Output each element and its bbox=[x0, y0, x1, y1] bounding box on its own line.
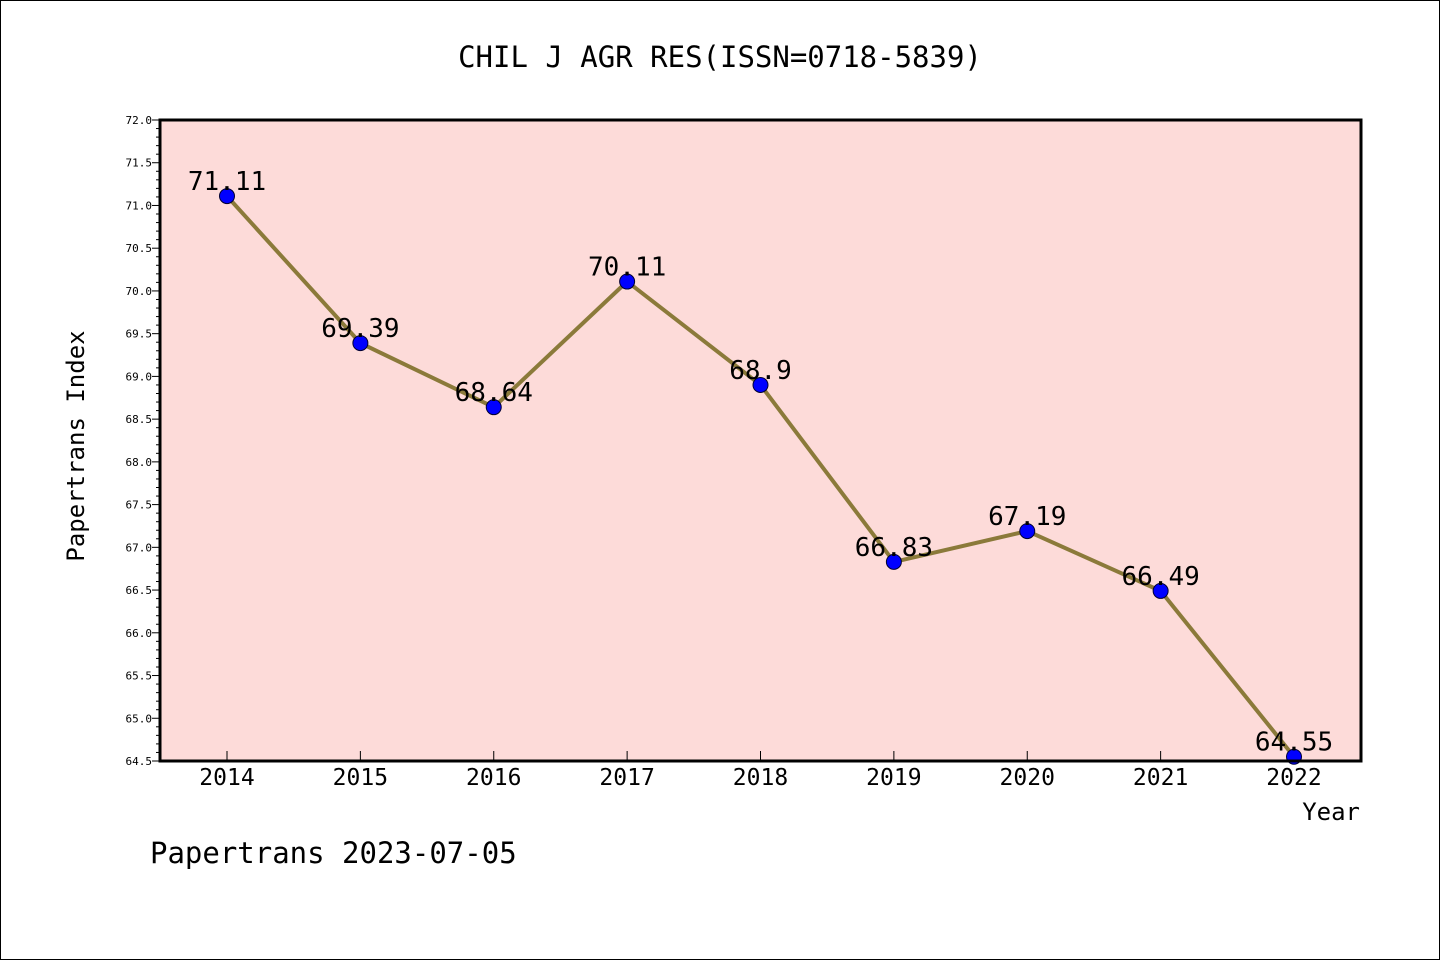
y-tick-label: 71.0 bbox=[126, 199, 153, 212]
x-tick-label: 2019 bbox=[866, 765, 921, 791]
footer-date-text: Papertrans 2023-07-05 bbox=[150, 836, 517, 870]
data-label: 66.83 bbox=[855, 533, 933, 563]
y-tick-label: 68.0 bbox=[126, 456, 153, 469]
y-axis-title: Papertrans Index bbox=[62, 330, 90, 561]
data-point-marker bbox=[1019, 523, 1036, 540]
data-label: 67.19 bbox=[988, 502, 1066, 532]
y-tick-label: 70.5 bbox=[126, 242, 153, 255]
y-tick-label: 66.5 bbox=[126, 584, 153, 597]
x-tick-label: 2015 bbox=[333, 765, 388, 791]
y-tick-label: 66.0 bbox=[126, 627, 153, 640]
data-label: 68.64 bbox=[455, 378, 533, 408]
data-point-marker bbox=[752, 376, 769, 393]
data-label: 64.55 bbox=[1255, 728, 1333, 758]
data-point-marker bbox=[619, 273, 636, 290]
x-tick-label: 2021 bbox=[1133, 765, 1188, 791]
data-point-marker bbox=[352, 335, 369, 352]
data-label: 68.9 bbox=[729, 356, 792, 386]
y-tick-label: 70.0 bbox=[126, 285, 153, 298]
data-labels: 71.11 69.39 68.64 70.11 68.9 66.83 67.19 66.49 6… bbox=[188, 167, 1333, 758]
y-tick-label: 69.0 bbox=[126, 370, 153, 383]
data-point-marker bbox=[219, 188, 235, 205]
plot-frame bbox=[158, 118, 1363, 763]
data-point-marker bbox=[1152, 582, 1169, 599]
y-tick-label: 64.5 bbox=[126, 755, 153, 768]
data-label: 70.11 bbox=[588, 253, 666, 283]
data-point-marker bbox=[885, 553, 902, 570]
y-tick-label: 69.5 bbox=[126, 328, 153, 341]
x-tick-label: 2014 bbox=[199, 765, 254, 791]
y-tick-label: 67.5 bbox=[126, 499, 153, 512]
axis-ticks: 64.5 65.0 65.5 66.0 66.5 67.0 67.5 68.0 68.5 69.0… bbox=[126, 114, 1322, 791]
x-tick-label: 2016 bbox=[466, 765, 521, 791]
y-tick-label: 68.5 bbox=[126, 413, 153, 426]
plot-area bbox=[160, 120, 1361, 761]
y-tick-label: 72.0 bbox=[126, 114, 153, 127]
x-tick-label: 2022 bbox=[1266, 765, 1321, 791]
y-tick-label: 71.5 bbox=[126, 157, 153, 170]
data-point-marker bbox=[485, 399, 502, 416]
y-tick-label: 65.5 bbox=[126, 670, 153, 683]
x-tick-label: 2017 bbox=[599, 765, 654, 791]
data-label: 71.11 bbox=[188, 167, 266, 197]
data-label: 66.49 bbox=[1121, 562, 1199, 592]
y-tick-label: 65.0 bbox=[126, 712, 153, 725]
x-axis-title: Year bbox=[1302, 798, 1360, 826]
y-tick-label: 67.0 bbox=[126, 541, 153, 554]
data-label: 69.39 bbox=[321, 314, 399, 344]
chart-title: CHIL J AGR RES(ISSN=0718-5839) bbox=[458, 40, 982, 74]
x-tick-label: 2018 bbox=[733, 765, 788, 791]
x-tick-label: 2020 bbox=[1000, 765, 1055, 791]
